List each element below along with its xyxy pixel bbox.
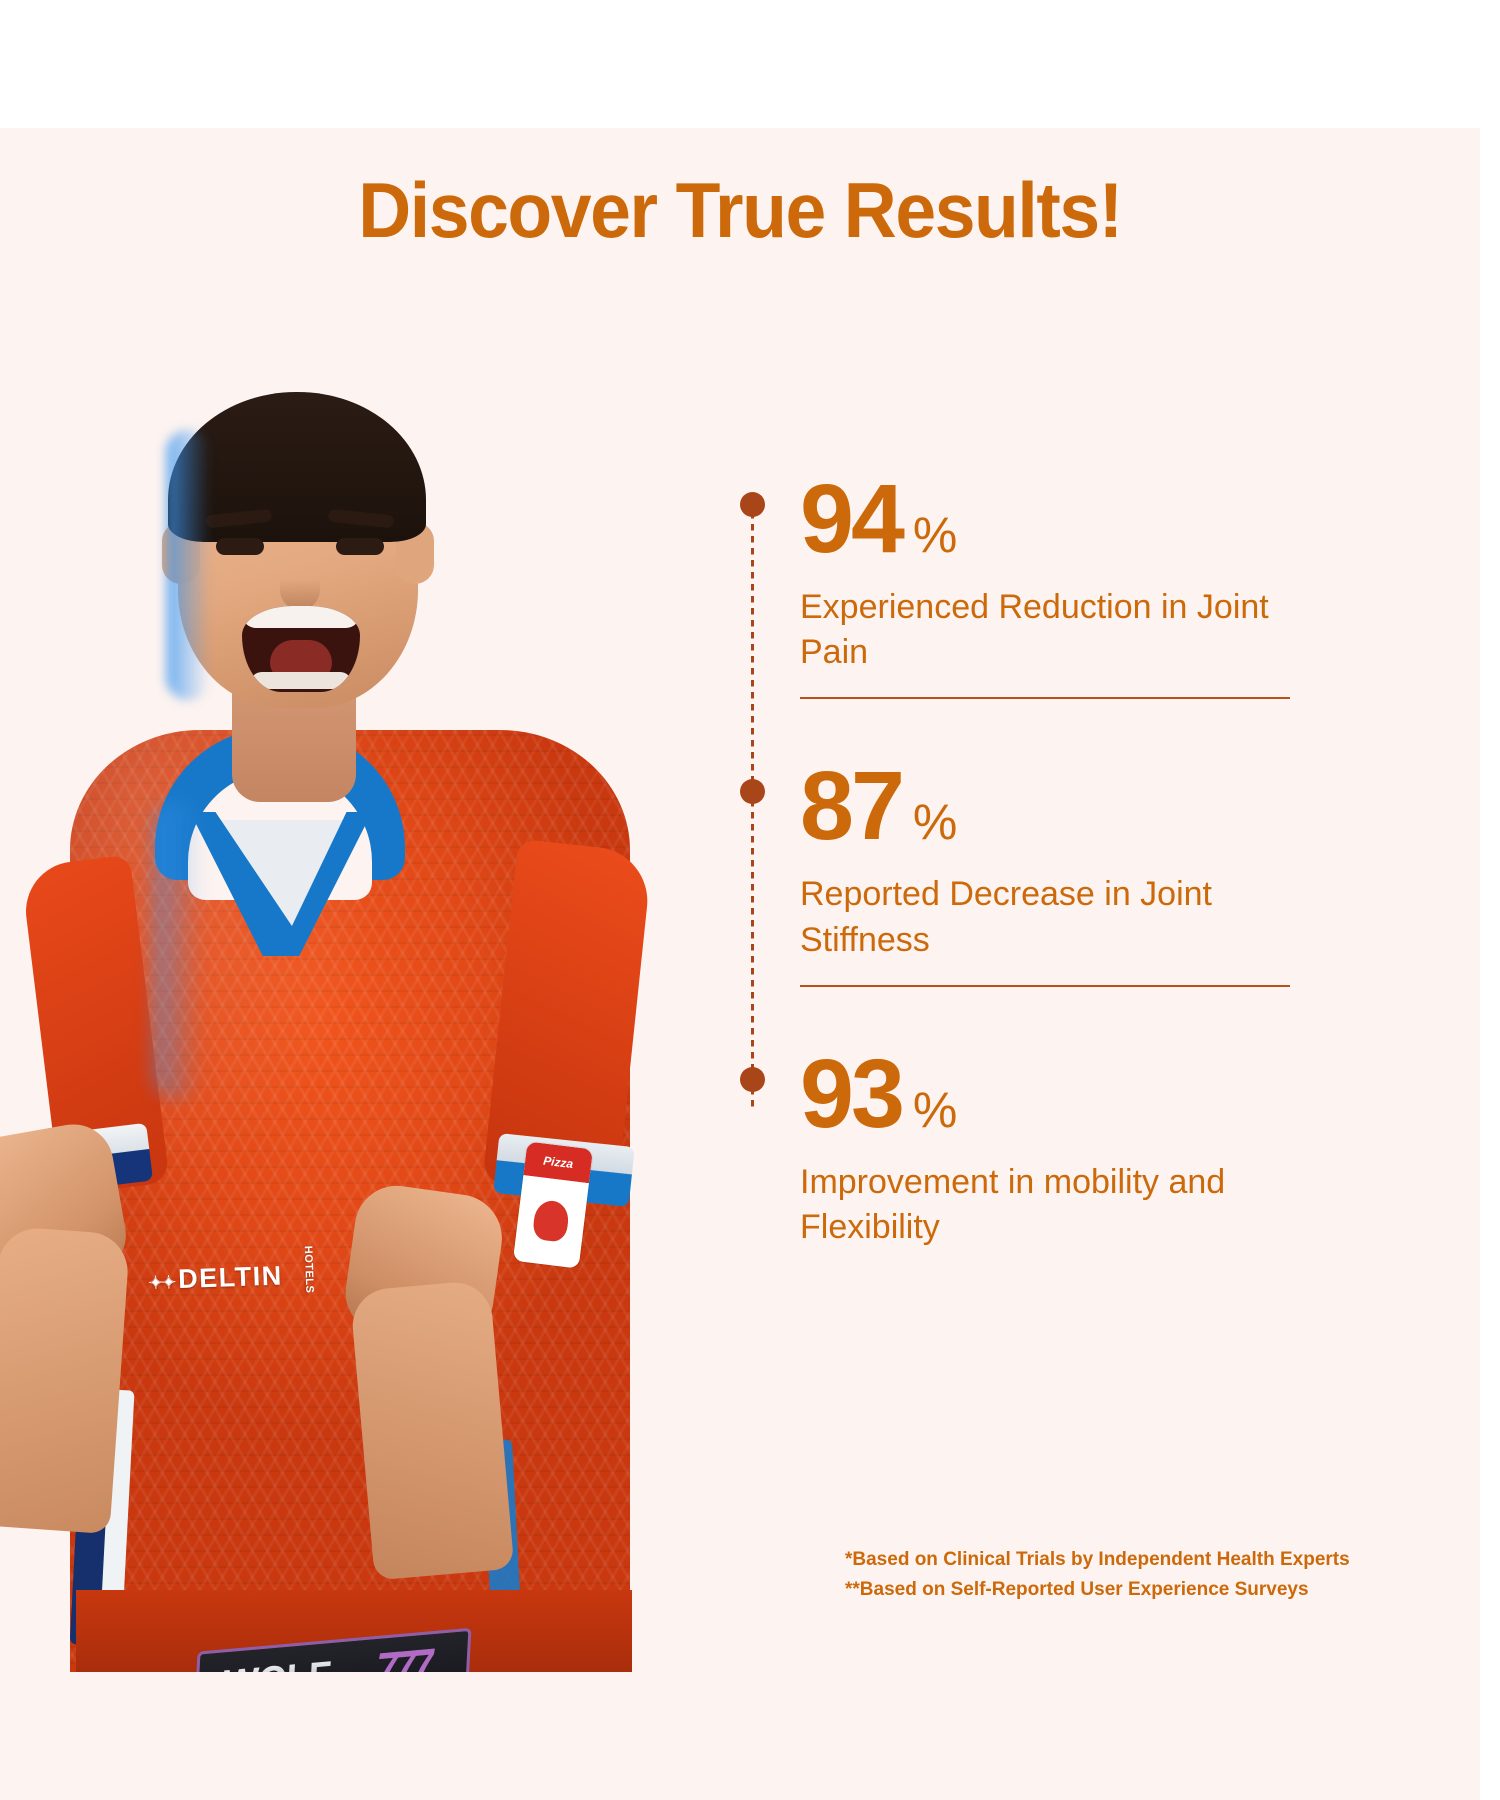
dot-bullet-icon bbox=[740, 779, 765, 805]
stat-spacer bbox=[740, 987, 1360, 1045]
timeline-dotted-connector bbox=[751, 500, 754, 1110]
wolf777-number: 777 bbox=[370, 1638, 434, 1672]
stat-description: Reported Decrease in Joint Stiffness bbox=[800, 875, 1213, 959]
deltin-text: DELTIN bbox=[177, 1260, 284, 1295]
blue-rim-light-lower bbox=[152, 800, 204, 1100]
deltin-sub-text: HOTELS bbox=[301, 1245, 316, 1294]
footnote-clinical-trials: *Based on Clinical Trials by Independent… bbox=[845, 1549, 1350, 1570]
stat-spacer bbox=[740, 699, 1360, 757]
footnotes: *Based on Clinical Trials by Independent… bbox=[845, 1545, 1405, 1606]
athlete-mouth bbox=[242, 606, 360, 692]
stat-item: 94 % Experienced Reduction in Joint Pain bbox=[740, 470, 1360, 675]
footnote-user-surveys: **Based on Self-Reported User Experience… bbox=[845, 1579, 1309, 1601]
athlete-teeth-upper bbox=[242, 606, 360, 628]
stat-value: 93 bbox=[800, 1038, 905, 1148]
stat-divider bbox=[800, 984, 1290, 987]
dot-bullet-icon bbox=[740, 492, 765, 517]
athlete-forearm-right bbox=[349, 1279, 515, 1581]
athlete-forearm-left bbox=[0, 1225, 131, 1535]
blue-rim-light bbox=[166, 430, 210, 700]
sleeve-patch-emblem-icon bbox=[512, 1175, 589, 1269]
stat-unit: % bbox=[912, 794, 958, 851]
stat-description: Experienced Reduction in Joint Pain bbox=[800, 588, 1269, 672]
dot-bullet-icon bbox=[740, 1066, 765, 1092]
athlete-eye-right bbox=[336, 538, 384, 555]
sponsor-deltin: ✦✦ DELTIN HOTELS bbox=[147, 1246, 331, 1296]
stat-item: 87 % Reported Decrease in Joint Stiffnes… bbox=[740, 757, 1360, 962]
stat-item: 93 % Improvement in mobility and Flexibi… bbox=[740, 1045, 1360, 1250]
deltin-mark-icon: ✦✦ bbox=[147, 1272, 175, 1294]
stat-value: 87 bbox=[800, 751, 905, 861]
stat-value-row: 93 % bbox=[800, 1045, 1360, 1142]
stat-value: 94 bbox=[800, 464, 905, 573]
stat-divider bbox=[800, 697, 1290, 700]
stat-value-row: 94 % bbox=[800, 470, 1360, 567]
athlete-nose bbox=[280, 558, 320, 610]
page-title: Discover True Results! bbox=[358, 166, 1123, 254]
stat-value-row: 87 % bbox=[800, 757, 1360, 854]
stat-unit: % bbox=[912, 507, 958, 563]
stat-description: Improvement in mobility and Flexibility bbox=[800, 1162, 1226, 1247]
athlete-eye-left bbox=[216, 538, 264, 555]
stats-list: 94 % Experienced Reduction in Joint Pain… bbox=[740, 470, 1360, 1250]
stat-unit: % bbox=[912, 1081, 958, 1138]
athlete-teeth-lower bbox=[250, 672, 352, 689]
